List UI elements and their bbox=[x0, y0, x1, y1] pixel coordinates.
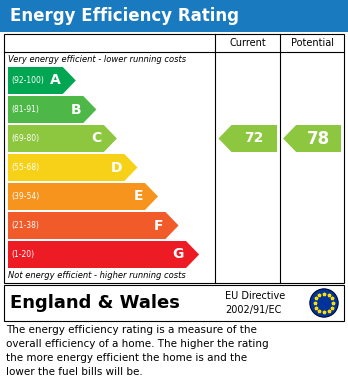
Bar bbox=[4, 34, 344, 283]
Text: EU Directive
2002/91/EC: EU Directive 2002/91/EC bbox=[226, 291, 286, 315]
Text: Potential: Potential bbox=[291, 38, 333, 48]
Text: (81-91): (81-91) bbox=[11, 105, 39, 114]
Text: Not energy efficient - higher running costs: Not energy efficient - higher running co… bbox=[8, 271, 186, 280]
Polygon shape bbox=[283, 125, 341, 152]
Polygon shape bbox=[8, 125, 117, 152]
Text: B: B bbox=[71, 102, 81, 117]
Bar bbox=[4, 285, 344, 321]
Text: (55-68): (55-68) bbox=[11, 163, 39, 172]
Polygon shape bbox=[8, 96, 96, 123]
Text: Energy Efficiency Rating: Energy Efficiency Rating bbox=[10, 7, 239, 25]
Text: C: C bbox=[92, 131, 102, 145]
Text: (21-38): (21-38) bbox=[11, 221, 39, 230]
Bar bbox=[0, 0, 348, 32]
Text: England & Wales: England & Wales bbox=[10, 294, 180, 312]
Polygon shape bbox=[8, 212, 179, 239]
Text: (1-20): (1-20) bbox=[11, 250, 34, 259]
Text: (69-80): (69-80) bbox=[11, 134, 39, 143]
Text: Current: Current bbox=[229, 38, 266, 48]
Text: (39-54): (39-54) bbox=[11, 192, 39, 201]
Circle shape bbox=[310, 289, 338, 317]
Text: F: F bbox=[154, 219, 164, 233]
Text: (92-100): (92-100) bbox=[11, 76, 44, 85]
Polygon shape bbox=[8, 154, 137, 181]
Text: D: D bbox=[111, 160, 122, 174]
Text: A: A bbox=[50, 74, 61, 88]
Text: 78: 78 bbox=[307, 129, 330, 147]
Polygon shape bbox=[219, 125, 277, 152]
Text: Very energy efficient - lower running costs: Very energy efficient - lower running co… bbox=[8, 54, 186, 63]
Text: G: G bbox=[173, 248, 184, 262]
Polygon shape bbox=[8, 183, 158, 210]
Polygon shape bbox=[8, 241, 199, 268]
Text: The energy efficiency rating is a measure of the
overall efficiency of a home. T: The energy efficiency rating is a measur… bbox=[6, 325, 269, 377]
Text: 72: 72 bbox=[245, 131, 264, 145]
Text: E: E bbox=[133, 190, 143, 203]
Polygon shape bbox=[8, 67, 76, 94]
